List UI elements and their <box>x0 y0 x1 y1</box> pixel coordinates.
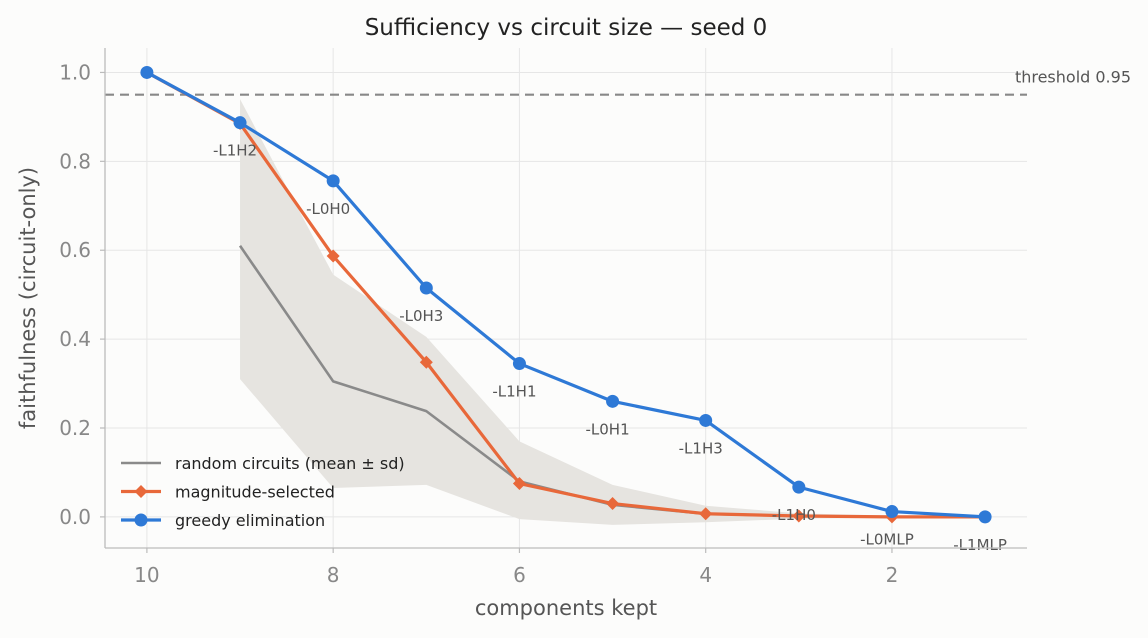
greedy-point <box>792 480 806 494</box>
chart-title: Sufficiency vs circuit size — seed 0 <box>365 15 768 41</box>
legend: random circuits (mean ± sd) magnitude-sel… <box>121 454 405 530</box>
legend-label: random circuits (mean ± sd) <box>175 454 405 473</box>
annotation-label: -L1H2 <box>213 142 257 160</box>
annotation-label: -L1H3 <box>679 439 723 457</box>
magnitude-point <box>792 509 806 523</box>
annotations: -L1H2 -L0H0 -L0H3 -L1H1 -L0H1 -L1H3 -L1H0 -L0ML… <box>213 142 1007 554</box>
x-tick-label: 10 <box>134 563 159 587</box>
y-tick-label: 0.0 <box>59 505 91 529</box>
y-tick-label: 0.6 <box>59 238 91 262</box>
series-lines <box>146 71 986 519</box>
magnitude-point <box>699 507 713 521</box>
x-tick-label: 6 <box>513 563 526 587</box>
threshold-label: threshold 0.95 <box>1015 68 1131 87</box>
tick-labels: 10 8 6 4 2 0.0 0.2 0.4 0.6 0.8 1.0 <box>59 60 898 587</box>
magnitude-point <box>419 355 433 369</box>
magnitude-point <box>512 477 526 491</box>
greedy-point <box>140 65 154 79</box>
annotation-label: -L0H0 <box>306 200 350 218</box>
x-axis-label: components kept <box>475 596 657 620</box>
y-tick-label: 0.8 <box>59 149 91 173</box>
x-tick-label: 8 <box>327 563 340 587</box>
y-tick-label: 0.2 <box>59 416 91 440</box>
threshold-line: threshold 0.95 <box>105 68 1131 96</box>
greedy-point <box>978 510 992 524</box>
greedy-point <box>233 116 247 130</box>
greedy-point <box>885 505 899 519</box>
series-line-magnitude-selected <box>146 71 986 519</box>
greedy-point <box>606 394 620 408</box>
random-sd-band <box>240 99 892 525</box>
x-tick-label: 4 <box>699 563 712 587</box>
greedy-point <box>326 174 340 188</box>
annotation-label: -L1H0 <box>772 506 816 524</box>
series-line-greedy <box>146 71 986 519</box>
magnitude-point <box>606 497 620 511</box>
y-tick-label: 0.4 <box>59 327 91 351</box>
annotation-label: -L0H1 <box>585 420 629 438</box>
y-tick-label: 1.0 <box>59 60 91 84</box>
greedy-point <box>419 281 433 295</box>
series-markers <box>140 65 992 524</box>
sd-band <box>240 99 892 525</box>
legend-label: greedy elimination <box>175 511 325 530</box>
legend-marker <box>134 513 148 527</box>
x-tick-label: 2 <box>886 563 899 587</box>
legend-marker <box>134 485 148 498</box>
y-axis-label: faithfulness (circuit-only) <box>16 167 40 429</box>
greedy-point <box>699 413 713 427</box>
annotation-label: -L0MLP <box>860 531 914 549</box>
axes <box>104 48 1027 549</box>
magnitude-point <box>326 249 340 263</box>
legend-label: magnitude-selected <box>175 483 335 502</box>
annotation-label: -L0H3 <box>399 307 443 325</box>
annotation-label: -L1H1 <box>492 383 536 401</box>
annotation-label: -L1MLP <box>953 536 1007 554</box>
greedy-point <box>512 357 526 371</box>
